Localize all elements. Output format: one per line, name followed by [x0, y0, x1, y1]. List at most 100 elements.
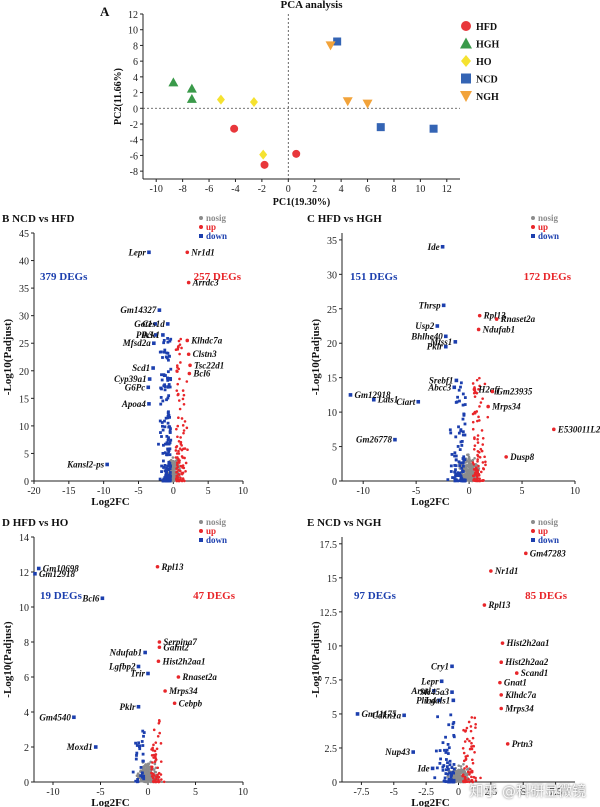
y-tick-label: -8 — [130, 167, 138, 178]
x-tick-label: 10 — [570, 486, 580, 497]
up-point — [469, 725, 473, 728]
down-point — [451, 722, 455, 726]
nosig-point — [467, 456, 471, 460]
down-point — [451, 476, 454, 479]
gene-point-cdkn1a — [402, 713, 406, 718]
y-tick-label: 45 — [19, 229, 29, 240]
gene-label-moxd1: Moxd1 — [66, 742, 93, 752]
gene-label-hist2h2aa1: Hist2h2aa1 — [161, 656, 205, 666]
down-point — [445, 765, 449, 769]
down-point — [167, 460, 171, 464]
down-point — [163, 451, 167, 455]
down-point — [463, 433, 467, 437]
pca-point-hfd — [230, 124, 239, 133]
down-point — [162, 341, 166, 345]
x-tick-label: 6 — [365, 184, 370, 195]
gene-point-h2afj — [472, 387, 477, 392]
down-point — [463, 422, 467, 426]
up-points — [471, 376, 490, 483]
pca-point-ngh — [362, 99, 373, 109]
legend-label-down: down — [538, 535, 559, 545]
up-point — [475, 469, 479, 472]
down-point — [458, 479, 462, 483]
deg-count-up: 257 DEGs — [194, 271, 242, 283]
volcano-panel-d: D HFD vs HO -10 -5 0 5 10 0 2 4 6 8 10 12 14 Log2FC -Lo… — [2, 517, 248, 807]
gene-label-rpl13: Rpl13 — [161, 562, 185, 572]
down-point — [140, 771, 144, 775]
gene-point-ndufab1 — [143, 650, 147, 655]
gene-point-srebf1 — [454, 378, 459, 383]
gene-label-cdkn1a: Cdkn1a — [372, 710, 402, 720]
down-point — [142, 731, 146, 734]
gene-point-g6pc — [146, 385, 151, 390]
gene-label-pklr: Pklr — [119, 702, 135, 712]
gene-label-serpina7: Serpina7 — [163, 637, 197, 647]
up-point — [184, 461, 188, 465]
x-tick-label: -7.5 — [353, 787, 369, 798]
legend-label-ncd: NCD — [476, 75, 498, 86]
x-tick-label: 10 — [238, 486, 248, 497]
gene-point-lgfbp2 — [136, 664, 141, 669]
nosig-point — [467, 453, 470, 456]
legend-label-ho: HO — [476, 57, 492, 68]
up-point — [154, 741, 158, 744]
x-tick-label: 0 — [171, 486, 176, 497]
down-point — [461, 417, 465, 421]
nosig-point — [172, 464, 176, 468]
up-point — [481, 479, 484, 482]
pca-point-ngh — [342, 97, 353, 107]
y-tick-label: 8 — [24, 638, 29, 649]
up-point — [181, 424, 185, 427]
nosig-point — [145, 765, 149, 769]
gene-point-ces1d — [165, 322, 170, 326]
down-point — [453, 454, 456, 458]
up-point — [154, 756, 157, 760]
gene-point-bcl6 — [100, 596, 105, 601]
legend-label-up: up — [538, 222, 548, 232]
down-point — [438, 749, 442, 752]
up-point — [186, 448, 189, 452]
gene-label-ide: Ide — [427, 242, 440, 252]
down-point — [169, 367, 173, 371]
down-point — [141, 744, 145, 747]
up-point — [162, 780, 166, 784]
nosig-point — [458, 769, 462, 772]
gene-label-hist2h2aa1: Hist2h2aa1 — [506, 638, 550, 648]
down-point — [444, 735, 447, 739]
down-point — [164, 471, 168, 475]
y-tick-label: 12.5 — [320, 608, 338, 619]
pca-point-hgh — [186, 93, 197, 103]
up-point — [470, 747, 474, 751]
up-point — [179, 337, 183, 341]
up-point — [475, 472, 479, 475]
up-point — [470, 716, 474, 719]
down-point — [166, 376, 169, 380]
legend-label-hgh: HGH — [476, 40, 500, 51]
up-point — [182, 393, 186, 397]
down-point — [451, 770, 455, 774]
down-point — [166, 337, 169, 340]
up-point — [180, 455, 184, 458]
down-point — [167, 450, 170, 454]
down-point — [457, 388, 461, 392]
down-point — [451, 726, 455, 729]
up-point — [176, 435, 179, 439]
down-point — [161, 451, 165, 455]
down-point — [456, 471, 460, 475]
down-point — [455, 400, 459, 404]
down-point — [142, 774, 145, 778]
up-point — [469, 771, 472, 774]
gene-point-nup43 — [411, 750, 415, 754]
gene-label-ndufab1: Ndufab1 — [482, 324, 516, 334]
legend-label-down: down — [206, 535, 227, 545]
nosig-point — [169, 458, 173, 462]
up-point — [477, 479, 481, 483]
panel-title: B NCD vs HFD — [2, 213, 74, 225]
up-point — [467, 777, 470, 781]
nosig-point — [174, 459, 178, 463]
down-point — [460, 444, 464, 447]
up-point — [151, 746, 154, 750]
down-point — [452, 721, 456, 724]
y-tick-label: 17.5 — [320, 540, 338, 551]
nosig-point — [143, 768, 147, 771]
